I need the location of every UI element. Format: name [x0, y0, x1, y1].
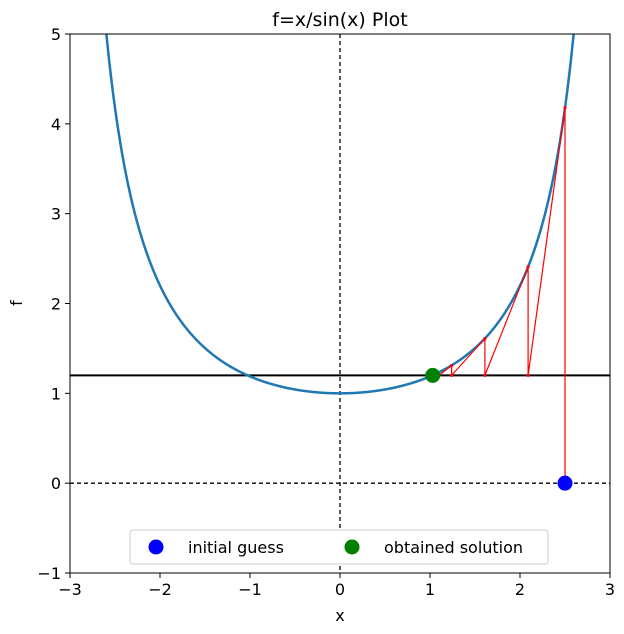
marker-initial-guess — [557, 475, 573, 491]
x-tick-label: −3 — [58, 580, 82, 599]
iteration-point-6 — [450, 373, 454, 377]
iteration-point-1 — [563, 106, 567, 110]
y-tick-label: 4 — [51, 115, 61, 134]
reference-lines — [70, 34, 610, 573]
chart-title: f=x/sin(x) Plot — [272, 9, 407, 31]
legend-label-initial-guess: initial guess — [188, 538, 284, 557]
iteration-point-7 — [450, 363, 454, 368]
x-tick-label: 2 — [515, 580, 525, 599]
y-tick-label: 0 — [51, 474, 61, 493]
iteration-point-2 — [526, 373, 530, 377]
x-tick-label: 0 — [335, 580, 345, 599]
y-tick-label: 1 — [51, 384, 61, 403]
x-tick-label: −1 — [238, 580, 262, 599]
legend-box — [129, 529, 549, 565]
legend-marker-initial-guess — [148, 539, 164, 555]
legend-label-obtained-solution: obtained solution — [384, 538, 523, 557]
y-tick-label: −1 — [37, 564, 61, 583]
y-tick-label: 3 — [51, 205, 61, 224]
y-tick-label: 5 — [51, 25, 61, 44]
iteration-point-3 — [526, 265, 530, 269]
iteration-point-4 — [483, 373, 487, 377]
x-tick-label: 1 — [425, 580, 435, 599]
y-tick-label: 2 — [51, 295, 61, 314]
y-axis-ticks: −1 0 1 2 3 4 5 — [37, 25, 70, 583]
series-curve — [105, 34, 575, 395]
iteration-point-5 — [483, 336, 487, 341]
plot-area — [70, 34, 610, 573]
marker-layer — [425, 367, 573, 491]
legend: initial guess obtained solution — [129, 529, 549, 565]
legend-marker-obtained-solution — [344, 539, 360, 555]
y-axis-label: f — [7, 300, 26, 306]
series-iteration-path — [433, 107, 566, 484]
x-tick-label: −2 — [148, 580, 172, 599]
marker-obtained-solution — [425, 367, 441, 383]
x-axis-ticks: −3 −2 −1 0 1 2 3 — [58, 573, 615, 599]
x-axis-label: x — [335, 606, 344, 625]
x-tick-label: 3 — [605, 580, 615, 599]
